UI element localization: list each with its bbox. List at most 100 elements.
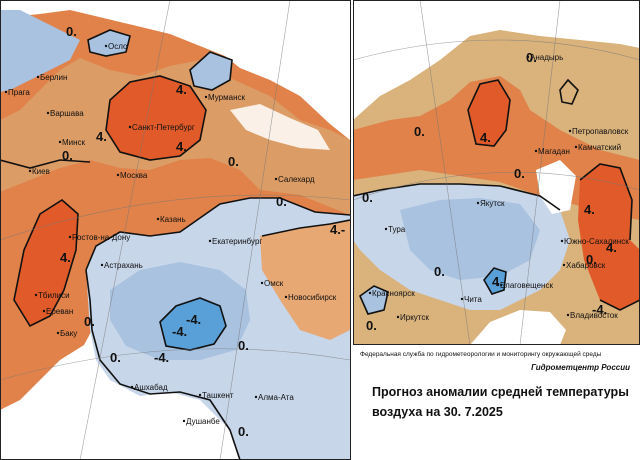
city-label: Южно-Сахалинск (564, 237, 629, 246)
city-label: Владивосток (570, 311, 618, 320)
contour-lines-right (353, 78, 640, 315)
graticule-left (0, 0, 350, 460)
right-cool-inner (400, 198, 540, 280)
sea-of-japan (470, 310, 566, 345)
city-label: Душанбе (186, 417, 220, 426)
city-label: Ереван (46, 307, 73, 316)
contour-value-label: 0. (514, 166, 525, 181)
city-marker (116, 173, 120, 177)
city-marker (368, 291, 372, 295)
city-label: Хабаровск (566, 261, 606, 270)
contour-value-label: -4. (186, 312, 201, 327)
city-label: Астрахань (104, 261, 143, 270)
contour-value-label: 4.- (330, 222, 345, 237)
contour-value-label: 0. (414, 124, 425, 139)
arctic-sea (180, 0, 350, 126)
city-label: Благовещенск (500, 281, 553, 290)
city-label: Мурманск (208, 93, 245, 102)
contour-value-label: 0. (366, 318, 377, 333)
city-label: Ростов-на-Дону (72, 233, 130, 242)
city-marker (396, 315, 400, 319)
city-marker (204, 95, 208, 99)
contour-value-label: -4. (592, 302, 607, 317)
city-marker (384, 227, 388, 231)
city-marker (496, 283, 500, 287)
footer-panel: Федеральная служба по гидрометеорологии … (353, 346, 640, 460)
city-marker (56, 331, 60, 335)
city-marker (198, 393, 202, 397)
title-line-2: воздуха на 30. 7.2025 (372, 405, 503, 419)
city-label: Тура (388, 225, 406, 234)
city-marker (156, 217, 160, 221)
graticule-right (353, 0, 640, 345)
city-label: Иркутск (400, 313, 429, 322)
contour-value-label: 0. (84, 314, 95, 329)
right-warm-core-kamchatka (578, 164, 640, 310)
contour-value-label: 4. (480, 130, 491, 145)
city-marker (208, 239, 212, 243)
contour-value-label: 4. (176, 139, 187, 154)
warm-core-baltic (106, 76, 206, 160)
cold-core-caspian (160, 298, 226, 350)
contour-value-label: 0. (586, 252, 597, 267)
city-marker (4, 90, 8, 94)
contour-value-label: 4. (60, 250, 71, 265)
city-label: Москва (120, 171, 148, 180)
cool-zone-scandinavia (88, 30, 130, 56)
city-label: Алма-Ата (258, 393, 294, 402)
city-marker (526, 55, 530, 59)
city-label: Казань (160, 215, 186, 224)
city-label: Осло (108, 42, 128, 51)
contour-value-label: 0. (62, 148, 73, 163)
city-marker (534, 149, 538, 153)
city-label: Варшава (50, 109, 84, 118)
city-marker (254, 395, 258, 399)
contour-value-label: 0. (276, 194, 287, 209)
city-label: Магадан (538, 147, 570, 156)
contour-value-label: -4. (172, 324, 187, 339)
left-map (0, 0, 350, 460)
city-marker (284, 295, 288, 299)
city-label: Новосибирск (288, 293, 337, 302)
contour-value-label: 0. (238, 424, 249, 439)
city-marker (476, 201, 480, 205)
agency-name: Федеральная служба по гидрометеорологии … (360, 350, 602, 358)
city-marker (36, 75, 40, 79)
city-marker (46, 111, 50, 115)
warm-core-caucasus (14, 200, 78, 326)
right-warm-core-okhotsk (468, 80, 510, 146)
center-name: Гидрометцентр России (531, 363, 630, 372)
city-label: Анадырь (530, 53, 563, 62)
city-label: Санкт-Петербург (132, 123, 195, 132)
city-marker (100, 263, 104, 267)
city-marker (68, 235, 72, 239)
city-marker (274, 177, 278, 181)
warm-zone-siberia (260, 220, 350, 340)
contour-value-label: 0. (238, 338, 249, 353)
contour-value-label: 0. (66, 24, 77, 39)
title-line-1: Прогноз аномалии средней температуры (372, 385, 629, 399)
contour-value-label: -4. (154, 350, 169, 365)
contour-value-label: 4. (606, 240, 617, 255)
city-marker (104, 44, 108, 48)
city-label: Ташкент (202, 391, 234, 400)
city-label: Омск (264, 279, 284, 288)
city-label: Екатеринбург (212, 237, 262, 246)
contour-lines-left (0, 29, 350, 460)
contour-value-label: 0. (526, 50, 537, 65)
contour-value-label: 4. (176, 82, 187, 97)
city-marker (562, 263, 566, 267)
contour-labels: 0.4.4.4.0. 0.0.4.-4.0. -4.-4.-4.0.0.0.0.4.… (60, 24, 617, 439)
city-label: Минск (62, 138, 86, 147)
right-cold-core-2 (360, 286, 388, 314)
city-label: Петропавловск (572, 127, 629, 136)
city-marker (560, 239, 564, 243)
city-label: Киев (32, 167, 50, 176)
city-marker (58, 140, 62, 144)
city-label: Баку (60, 329, 77, 338)
city-marker (460, 297, 464, 301)
city-marker (128, 125, 132, 129)
city-marker (574, 145, 578, 149)
city-marker (130, 385, 134, 389)
